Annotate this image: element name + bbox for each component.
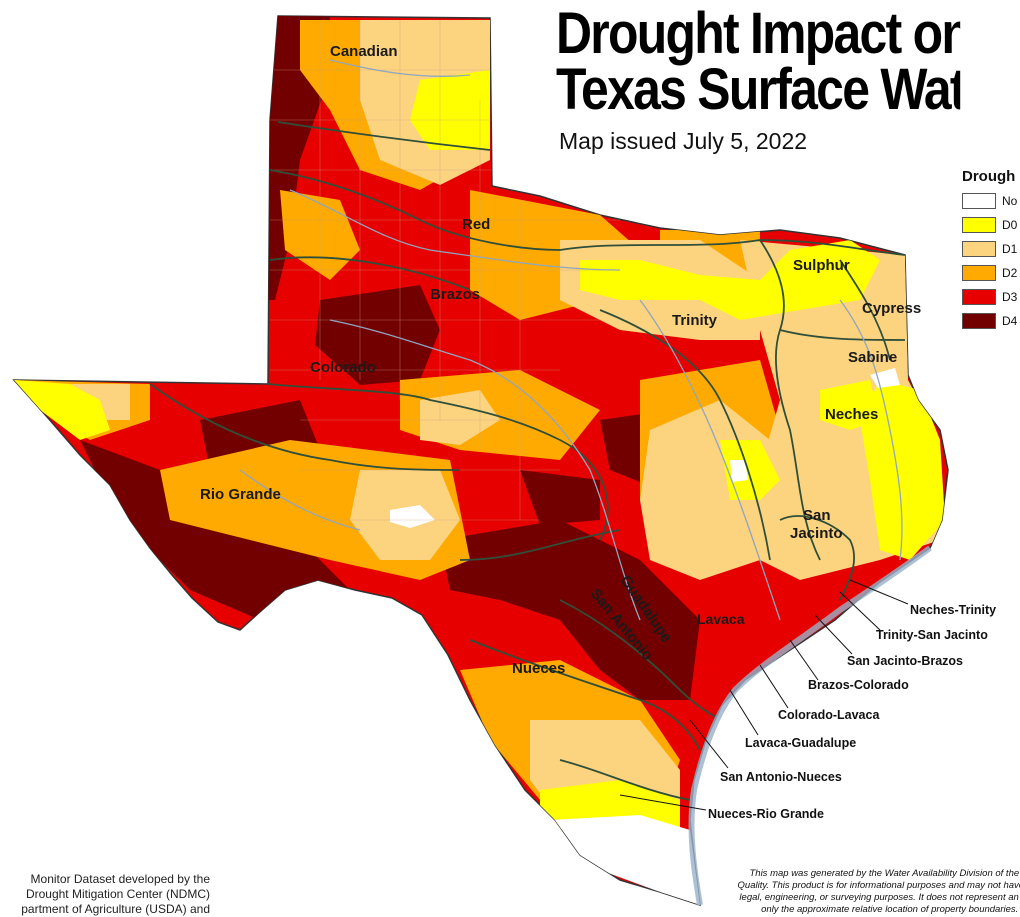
legend-swatch xyxy=(962,217,996,233)
d0-zones xyxy=(14,70,945,840)
legend-swatch xyxy=(962,265,996,281)
legend-label: D0 xyxy=(1002,218,1018,232)
basin-label-colorado: Colorado xyxy=(310,359,376,376)
coastal-label-lavaca-guadalupe: Lavaca-Guadalupe xyxy=(745,736,856,750)
basin-label-sabine: Sabine xyxy=(848,349,897,366)
basin-label-san-jacinto: San Jacinto xyxy=(790,507,843,542)
basin-label-red: Red xyxy=(462,216,490,233)
drought-legend: Drough No D0 D1 D2 D3 D4 xyxy=(962,168,1020,335)
basin-label-canadian: Canadian xyxy=(330,43,398,60)
legend-swatch xyxy=(962,313,996,329)
legend-item-none: No xyxy=(962,191,1020,211)
legend-swatch xyxy=(962,289,996,305)
credit-line: partment of Agriculture (USDA) and xyxy=(21,902,210,916)
coastal-label-san-antonio-nueces: San Antonio-Nueces xyxy=(720,770,842,784)
legend-title: Drough xyxy=(962,168,1016,185)
basin-label-rio-grande: Rio Grande xyxy=(200,486,281,503)
basin-label-cypress: Cypress xyxy=(862,300,921,317)
legend-swatch xyxy=(962,193,996,209)
coastline xyxy=(688,545,932,906)
coastal-label-trinity-san-jacinto: Trinity-San Jacinto xyxy=(876,628,988,642)
legend-item-d4: D4 xyxy=(962,311,1020,331)
basin-label-sulphur: Sulphur xyxy=(793,257,850,274)
coastal-label-colorado-lavaca: Colorado-Lavaca xyxy=(778,708,880,722)
title-line-2: Texas Surface Wate xyxy=(556,57,961,119)
legend-item-d2: D2 xyxy=(962,263,1020,283)
data-credit: Monitor Dataset developed by the Drought… xyxy=(0,872,210,917)
coastal-label-brazos-colorado: Brazos-Colorado xyxy=(808,678,909,692)
disclaimer-line: legal, engineering, or surveying purpose… xyxy=(739,892,1020,903)
coastal-basin-leaders xyxy=(619,579,909,811)
disclaimer: This map was generated by the Water Avai… xyxy=(712,868,1020,916)
disclaimer-line: Quality. This product is for information… xyxy=(737,880,1020,891)
coastal-label-neches-trinity: Neches-Trinity xyxy=(910,603,996,617)
basin-label-nueces: Nueces xyxy=(512,660,565,677)
map-title: Drought Impact on Texas Surface Wate xyxy=(556,6,960,118)
coastal-basin-labels: Neches-Trinity Trinity-San Jacinto San J… xyxy=(708,603,996,821)
disclaimer-line: only the approximate relative location o… xyxy=(761,904,1020,915)
legend-label: D2 xyxy=(1002,266,1018,280)
coastal-label-san-jacinto-brazos: San Jacinto-Brazos xyxy=(847,654,963,668)
basin-label-lavaca: Lavaca xyxy=(697,611,745,627)
basin-label-brazos: Brazos xyxy=(430,286,480,303)
map-issued-date: Map issued July 5, 2022 xyxy=(559,128,808,154)
legend-item-d0: D0 xyxy=(962,215,1020,235)
rivers xyxy=(239,59,903,621)
title-line-1: Drought Impact on xyxy=(556,6,961,66)
d4-zones xyxy=(80,16,700,700)
coastal-label-nueces-rio-grande: Nueces-Rio Grande xyxy=(708,807,824,821)
disclaimer-line: This map was generated by the Water Avai… xyxy=(749,868,1020,879)
no-drought-zones xyxy=(390,368,900,905)
credit-line: Monitor Dataset developed by the xyxy=(30,872,210,886)
legend-label: D4 xyxy=(1002,314,1018,328)
legend-label: D3 xyxy=(1002,290,1018,304)
legend-label: D1 xyxy=(1002,242,1018,256)
legend-item-d3: D3 xyxy=(962,287,1020,307)
credit-line: Drought Mitigation Center (NDMC) xyxy=(25,887,210,901)
legend-label: No xyxy=(1002,194,1018,208)
legend-swatch xyxy=(962,241,996,257)
basin-label-trinity: Trinity xyxy=(672,312,718,329)
legend-item-d1: D1 xyxy=(962,239,1020,259)
basin-label-neches: Neches xyxy=(825,406,878,423)
